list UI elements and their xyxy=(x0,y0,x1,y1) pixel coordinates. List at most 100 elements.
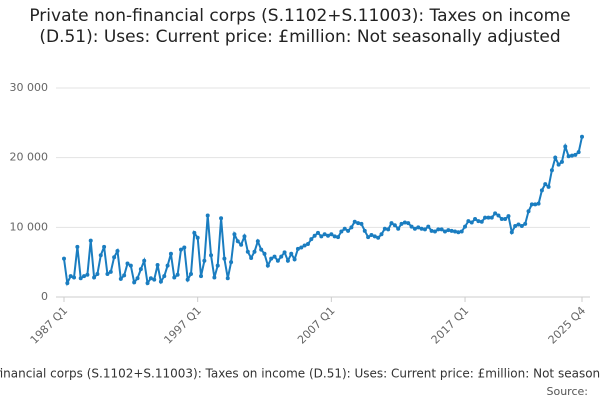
y-tick-label: 30 000 xyxy=(10,81,49,94)
data-point xyxy=(178,247,183,252)
data-point xyxy=(162,274,167,279)
data-point xyxy=(536,201,541,206)
data-point xyxy=(255,239,260,244)
data-point xyxy=(429,228,434,233)
data-point xyxy=(439,227,444,232)
legend-label: Private non-financial corps (S.1102+S.11… xyxy=(0,367,600,381)
data-point xyxy=(389,221,394,226)
data-point xyxy=(245,249,250,254)
data-point xyxy=(115,249,120,254)
data-point xyxy=(533,202,538,207)
data-point xyxy=(209,253,214,258)
data-point xyxy=(215,263,220,268)
x-tick-label: 2007 Q1 xyxy=(295,304,338,347)
data-point xyxy=(369,232,374,237)
data-point xyxy=(309,237,314,242)
data-point xyxy=(422,227,427,232)
data-point xyxy=(168,251,173,256)
data-point xyxy=(182,245,187,250)
data-point xyxy=(329,232,334,237)
data-point xyxy=(432,229,437,234)
data-point xyxy=(272,254,277,259)
data-point xyxy=(466,219,471,224)
data-point xyxy=(483,215,488,220)
data-point xyxy=(152,277,157,282)
data-point xyxy=(342,226,347,231)
data-point xyxy=(265,263,270,268)
data-point xyxy=(436,227,441,232)
data-point xyxy=(379,232,384,237)
data-point xyxy=(412,226,417,231)
data-point xyxy=(135,276,140,281)
data-point xyxy=(419,226,424,231)
data-point xyxy=(95,272,100,277)
data-point xyxy=(252,249,257,254)
data-point xyxy=(92,275,97,280)
data-point xyxy=(409,224,414,229)
data-point xyxy=(262,251,267,256)
data-point xyxy=(556,162,561,167)
data-point xyxy=(82,274,87,279)
data-point xyxy=(165,263,170,268)
data-point xyxy=(543,182,548,187)
x-tick-label: 2025 Q4 xyxy=(546,304,589,347)
data-point xyxy=(519,223,524,228)
data-point xyxy=(499,216,504,221)
data-point xyxy=(142,258,147,263)
data-point xyxy=(332,234,337,239)
data-point xyxy=(122,273,127,278)
data-point xyxy=(449,228,454,233)
data-point xyxy=(523,221,528,226)
data-point xyxy=(372,234,377,239)
data-point xyxy=(138,267,143,272)
data-point xyxy=(312,233,317,238)
data-point xyxy=(346,228,351,233)
data-point xyxy=(453,229,458,234)
data-point xyxy=(85,272,90,277)
data-point xyxy=(108,269,113,274)
data-point xyxy=(513,223,518,228)
data-point xyxy=(406,221,411,226)
data-point xyxy=(376,235,381,240)
data-point xyxy=(392,223,397,228)
data-point xyxy=(98,253,103,258)
data-point xyxy=(509,230,514,235)
data-point xyxy=(65,281,70,286)
data-point xyxy=(155,262,160,267)
data-point xyxy=(232,232,237,237)
data-point xyxy=(249,255,254,260)
data-point xyxy=(128,263,133,268)
data-point xyxy=(195,235,200,240)
data-point xyxy=(580,134,584,139)
data-point xyxy=(549,168,554,173)
data-point xyxy=(336,235,341,240)
data-point xyxy=(62,256,66,261)
data-point xyxy=(349,225,354,230)
data-point xyxy=(225,276,230,281)
data-point xyxy=(202,258,207,263)
data-point xyxy=(78,276,83,281)
data-point xyxy=(88,238,93,243)
data-point xyxy=(339,229,344,234)
data-point xyxy=(356,221,361,226)
data-point xyxy=(229,260,234,265)
data-point xyxy=(493,211,498,216)
data-point xyxy=(242,234,247,239)
y-tick-label: 0 xyxy=(41,290,48,303)
data-point xyxy=(559,159,564,164)
data-point xyxy=(322,232,327,237)
data-point xyxy=(469,220,474,225)
data-point xyxy=(506,214,511,219)
data-point xyxy=(489,215,494,220)
x-tick-label: 2017 Q1 xyxy=(429,304,472,347)
data-point xyxy=(516,222,521,227)
data-point xyxy=(219,216,224,221)
data-point xyxy=(158,279,163,284)
data-point xyxy=(396,226,401,231)
data-point xyxy=(145,281,150,286)
data-point xyxy=(446,228,451,233)
data-point xyxy=(112,255,117,260)
data-point xyxy=(118,276,123,281)
data-point xyxy=(222,256,227,261)
